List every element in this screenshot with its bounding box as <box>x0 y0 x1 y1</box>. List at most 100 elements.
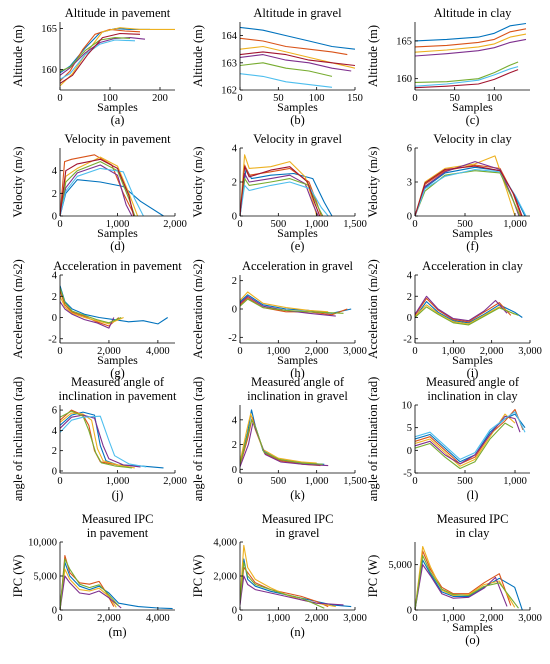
series-line <box>60 414 141 468</box>
series-line <box>415 66 519 87</box>
y-tick-label: 0 <box>52 466 57 477</box>
x-tick-label: 0 <box>57 476 62 487</box>
panel-caption: (m) <box>108 625 126 639</box>
series-line <box>60 161 136 216</box>
series-group <box>240 26 355 88</box>
x-tick-label: 0 <box>57 613 62 624</box>
series-line <box>415 408 524 465</box>
x-tick-label: 1,000 <box>106 476 130 487</box>
y-tick-label: 4 <box>232 415 238 426</box>
y-tick-label: 4 <box>52 271 58 282</box>
y-axis-label: IPC (W) <box>11 555 25 598</box>
series-group <box>415 22 527 89</box>
chart-title: Acceleration in pavement <box>53 259 182 273</box>
y-tick-label: 2 <box>232 178 237 189</box>
y-tick-label: 4,000 <box>213 538 237 549</box>
series-line <box>240 73 333 88</box>
y-tick-label: 2 <box>52 446 57 457</box>
y-axis-label: Acceleration (m/s2) <box>11 259 25 359</box>
series-line <box>415 301 523 324</box>
series-line <box>60 287 122 324</box>
chart-panel-h: Acceleration in gravel 0 1,000 2,000 3,000 -2… <box>191 259 367 380</box>
x-tick-label: 150 <box>347 93 363 104</box>
series-line <box>240 172 319 216</box>
series-line <box>415 297 512 323</box>
y-tick-label: 162 <box>221 86 237 97</box>
series-group <box>415 545 523 610</box>
x-tick-label: 0 <box>57 219 62 230</box>
series-line <box>60 410 132 469</box>
panel-caption: (j) <box>112 488 124 502</box>
x-tick-label: 1,000 <box>305 219 329 230</box>
series-line <box>60 561 173 610</box>
series-line <box>415 170 521 216</box>
series-line <box>240 566 329 608</box>
x-tick-label: 2,000 <box>97 346 121 357</box>
x-tick-label: 1,000 <box>503 476 527 487</box>
series-line <box>60 575 122 610</box>
y-tick-label: 0 <box>407 212 412 223</box>
series-line <box>415 413 516 467</box>
x-axis-label: Samples <box>452 100 493 114</box>
series-line <box>60 158 135 216</box>
y-tick-label: 2 <box>52 189 57 200</box>
series-line <box>240 295 336 317</box>
chart-panel-d: Velocity in pavement 0 1,000 2,000 0 2 4 Sample… <box>11 132 187 253</box>
chart-panel-b: Altitude in gravel 0 50 100 150 162 163 164 Samp… <box>191 6 363 127</box>
chart-title: Acceleration in gravel <box>242 259 354 273</box>
x-tick-label: 0 <box>237 346 242 357</box>
x-tick-label: 0 <box>412 476 417 487</box>
y-axis-label: Altitude (m) <box>191 25 205 87</box>
series-line <box>415 295 508 322</box>
series-line <box>240 575 344 606</box>
y-tick-label: 5 <box>407 423 412 434</box>
x-tick-label: 1,500 <box>343 476 367 487</box>
series-line <box>240 54 352 72</box>
series-line <box>415 306 519 326</box>
y-tick-label: 163 <box>221 58 237 69</box>
x-tick-label: 100 <box>486 93 502 104</box>
panel-caption: (h) <box>290 366 305 380</box>
series-line <box>240 298 344 314</box>
series-line <box>415 555 519 610</box>
series-line <box>60 37 131 72</box>
x-tick-label: 2,000 <box>480 613 504 624</box>
series-group <box>415 295 523 326</box>
y-tick-label: 0 <box>52 212 57 223</box>
x-tick-label: 2,000 <box>480 346 504 357</box>
x-tick-label: 0 <box>57 93 62 104</box>
y-tick-label: 10,000 <box>28 538 57 549</box>
y-tick-label: 0 <box>232 305 237 316</box>
series-line <box>415 161 520 216</box>
x-axis-label: Samples <box>97 353 138 367</box>
x-tick-label: 500 <box>270 476 286 487</box>
series-line <box>60 164 133 216</box>
series-line <box>240 297 348 316</box>
y-tick-label: 0 <box>232 212 237 223</box>
y-tick-label: 4 <box>407 271 413 282</box>
series-line <box>240 26 355 50</box>
panel-caption: (f) <box>466 239 479 253</box>
y-tick-label: -2 <box>403 334 412 345</box>
x-tick-label: 3,000 <box>343 346 367 357</box>
series-line <box>240 164 322 216</box>
series-line <box>240 62 333 77</box>
y-tick-label: 2 <box>232 440 237 451</box>
x-tick-label: 200 <box>152 93 168 104</box>
y-tick-label: 160 <box>41 65 57 76</box>
series-line <box>415 61 519 83</box>
x-tick-label: 0 <box>412 346 417 357</box>
y-tick-label: 3 <box>407 178 412 189</box>
x-tick-label: 3,000 <box>518 613 542 624</box>
series-line <box>415 422 514 470</box>
y-tick-label: -5 <box>403 469 412 480</box>
series-line <box>415 33 527 53</box>
series-line <box>60 568 117 610</box>
panel-caption: (l) <box>467 488 479 502</box>
x-tick-label: 1,000 <box>442 613 466 624</box>
x-axis-label: Samples <box>277 226 318 240</box>
x-tick-label: 0 <box>57 346 62 357</box>
